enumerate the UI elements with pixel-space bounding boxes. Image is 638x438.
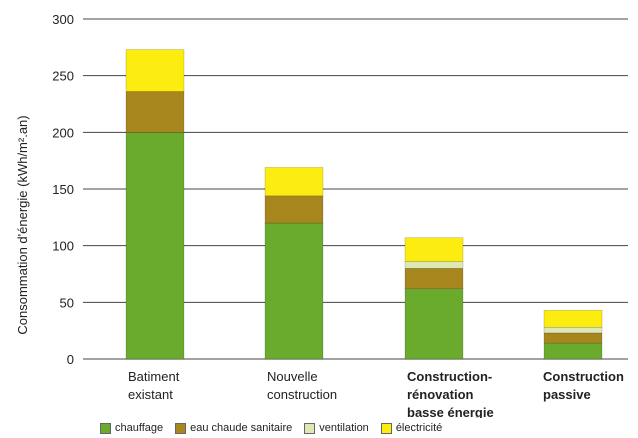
category-label-line: basse énergie <box>407 405 494 418</box>
y-tick-label: 200 <box>52 125 74 140</box>
legend-swatch <box>304 422 316 434</box>
category-label: Construction-rénovation basse énergie <box>407 369 494 418</box>
legend-label: eau chaude sanitaire <box>190 422 293 434</box>
y-tick-label: 300 <box>52 12 74 27</box>
legend-item: ventilation <box>304 422 369 434</box>
category-label-line: passive <box>543 387 591 402</box>
category-labels: Batiment existant Nouvelle construction Cons… <box>128 369 624 418</box>
bar-segment <box>264 167 324 197</box>
legend-item: électricité <box>380 422 443 434</box>
bar-segment <box>404 237 464 262</box>
bar-segment <box>543 326 603 334</box>
bar-segment <box>404 288 464 360</box>
category-label: Batiment existant <box>128 369 180 402</box>
category-label-line: existant <box>128 387 173 402</box>
category-label-line: Construction- <box>407 369 492 384</box>
bar-segment <box>543 332 603 344</box>
y-tick-label: 50 <box>60 295 74 310</box>
category-label-line: rénovation <box>407 387 474 402</box>
legend-swatch <box>175 422 187 434</box>
bar-segment <box>125 49 185 92</box>
y-tick-label: 100 <box>52 239 74 254</box>
bars <box>125 49 603 360</box>
legend: chauffage eau chaude sanitaire ventilation… <box>100 422 454 434</box>
y-tick-label: 150 <box>52 182 74 197</box>
legend-label: ventilation <box>319 422 369 434</box>
category-label-line: Construction <box>543 369 624 384</box>
legend-swatch <box>100 422 111 434</box>
legend-swatch <box>380 422 392 434</box>
legend-label: électricité <box>395 422 443 434</box>
bar-segment <box>404 268 464 290</box>
category-label: Nouvelle construction <box>267 369 337 402</box>
legend-item: eau chaude sanitaire <box>175 422 292 434</box>
bar-segment <box>543 309 603 328</box>
bar-segment <box>543 342 603 360</box>
category-label: Construction passive <box>543 369 624 402</box>
bar-segment <box>264 195 324 224</box>
y-axis-label: Consommation d'énergie (kWh/m².an) <box>15 115 30 334</box>
y-axis-ticks: 0 50 100 150 200 250 300 <box>52 12 74 367</box>
category-label-line: construction <box>267 387 337 402</box>
y-tick-label: 250 <box>52 69 74 84</box>
bar-segment <box>125 91 185 133</box>
bar-segment <box>404 261 464 269</box>
legend-label: chauffage <box>115 422 164 434</box>
bar-segment <box>264 222 324 360</box>
stacked-bar-chart: 0 50 100 150 200 250 300 Batiment existant Nouve… <box>15 12 628 418</box>
bar-segment <box>125 132 185 360</box>
category-label-line: Batiment <box>128 369 180 384</box>
category-label-line: Nouvelle <box>267 369 318 384</box>
legend-item: chauffage <box>100 422 163 434</box>
y-tick-label: 0 <box>67 352 74 367</box>
